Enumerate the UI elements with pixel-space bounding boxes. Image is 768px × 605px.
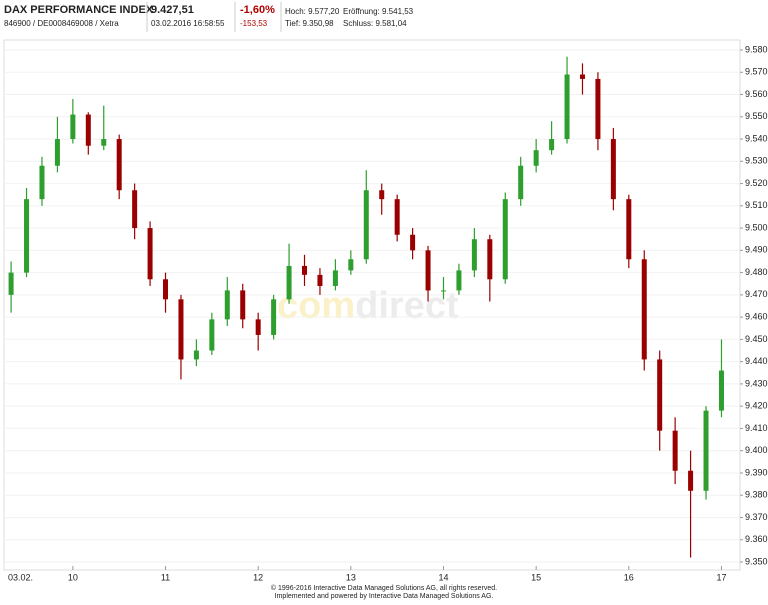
candle-body [425, 250, 431, 291]
candle-body [641, 259, 647, 360]
candle-body [533, 150, 539, 166]
y-tick-label: 9.580 [745, 44, 768, 54]
y-tick-label: 9.500 [745, 222, 768, 232]
candle-body [564, 74, 570, 140]
high: Hoch: 9.577,20 [285, 7, 340, 16]
x-tick-label: 12 [253, 572, 263, 582]
candle-body [672, 430, 678, 471]
y-tick-label: 9.560 [745, 89, 768, 99]
candle-body [85, 114, 91, 146]
candle-body [70, 114, 76, 140]
y-tick-label: 9.530 [745, 156, 768, 166]
watermark: comdirect [277, 285, 459, 327]
y-tick-label: 9.550 [745, 111, 768, 121]
candle-body [224, 290, 230, 320]
candle-body [549, 139, 555, 151]
change-pct: -1,60% [240, 4, 275, 16]
candle-body [116, 139, 122, 191]
y-tick-label: 9.440 [745, 356, 768, 366]
y-tick-label: 9.510 [745, 200, 768, 210]
plot-frame [3, 39, 741, 571]
y-tick-label: 9.380 [745, 490, 768, 500]
y-tick-label: 9.370 [745, 512, 768, 522]
x-tick-label: 13 [346, 572, 356, 582]
candle-body [147, 228, 153, 280]
y-tick-label: 9.390 [745, 467, 768, 477]
candle-body [255, 319, 261, 335]
candle-body [178, 299, 184, 360]
candle-body [595, 78, 601, 140]
y-tick-label: 9.410 [745, 423, 768, 433]
candle-body [163, 279, 169, 300]
candle-body [240, 290, 246, 320]
candle-body [286, 265, 292, 300]
close: Schluss: 9.581,04 [343, 19, 407, 28]
x-tick-label: 14 [438, 572, 448, 582]
candle-body [394, 199, 400, 235]
candle-body [54, 139, 60, 166]
x-tick-label: 11 [161, 572, 170, 582]
candle-body [456, 270, 462, 291]
open: Eröffnung: 9.541,53 [343, 7, 414, 16]
footer-line: © 1996-2016 Interactive Data Managed Sol… [271, 584, 497, 592]
y-tick-label: 9.350 [745, 556, 768, 566]
candle-body [487, 239, 493, 280]
candle-body [440, 290, 446, 292]
y-tick-label: 9.430 [745, 378, 768, 388]
candle-body [101, 139, 107, 146]
x-tick-label: 15 [531, 572, 541, 582]
index-ids: 846900 / DE0008469008 / Xetra [4, 19, 119, 28]
x-tick-label: 16 [624, 572, 634, 582]
candle-body [610, 139, 616, 200]
y-tick-label: 9.540 [745, 133, 768, 143]
price: 9.427,51 [151, 4, 194, 16]
candle-body [688, 470, 694, 491]
y-tick-label: 9.570 [745, 67, 768, 77]
candle-body [502, 199, 508, 280]
candle-body [703, 410, 709, 491]
candle-body [209, 319, 215, 351]
candle-body [132, 190, 138, 229]
watermark-suffix: direct [355, 285, 459, 327]
index-name: DAX PERFORMANCE INDEX [4, 4, 154, 16]
candle-body [718, 370, 724, 411]
candle-body [332, 270, 338, 286]
candle-body [302, 265, 308, 275]
candle-body [24, 199, 30, 273]
y-tick-label: 9.480 [745, 267, 768, 277]
candle-body [657, 359, 663, 431]
timestamp: 03.02.2016 16:58:55 [151, 19, 225, 28]
y-tick-label: 9.470 [745, 289, 768, 299]
candle-body [39, 165, 45, 200]
y-tick-label: 9.450 [745, 334, 768, 344]
candle-body [379, 190, 385, 200]
candle-body [193, 350, 199, 360]
candle-body [8, 272, 14, 295]
date-label: 03.02. [8, 572, 33, 582]
candle-body [579, 74, 585, 79]
low: Tief: 9.350,98 [285, 19, 334, 28]
footer-line: Implemented and powered by Interactive D… [275, 593, 494, 600]
change-abs: -153,53 [240, 19, 268, 28]
candle-body [363, 190, 369, 260]
y-tick-label: 9.520 [745, 178, 768, 188]
y-tick-label: 9.420 [745, 401, 768, 411]
candle-body [518, 165, 524, 200]
y-tick-label: 9.460 [745, 312, 768, 322]
candle-body [317, 274, 323, 286]
x-tick-label: 10 [68, 572, 78, 582]
candle-body [410, 234, 416, 251]
candle-body [271, 299, 277, 335]
candle-body [471, 239, 477, 271]
x-tick-label: 17 [716, 572, 726, 582]
y-tick-label: 9.400 [745, 445, 768, 455]
y-tick-label: 9.490 [745, 245, 768, 255]
candle-body [348, 259, 354, 271]
candle-body [626, 199, 632, 260]
y-tick-label: 9.360 [745, 534, 768, 544]
